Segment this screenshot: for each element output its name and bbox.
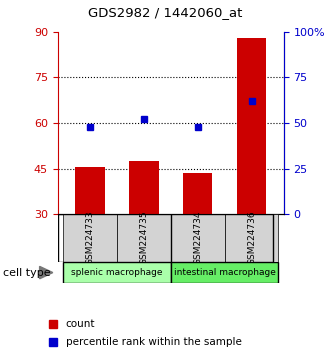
Polygon shape <box>40 266 53 279</box>
Text: splenic macrophage: splenic macrophage <box>71 268 163 277</box>
Text: GDS2982 / 1442060_at: GDS2982 / 1442060_at <box>88 6 242 19</box>
Text: percentile rank within the sample: percentile rank within the sample <box>65 337 241 347</box>
Bar <box>183 173 213 214</box>
Text: intestinal macrophage: intestinal macrophage <box>174 268 276 277</box>
Bar <box>63 214 117 262</box>
Text: GSM224735: GSM224735 <box>139 211 148 266</box>
Bar <box>171 214 225 262</box>
Bar <box>171 262 279 283</box>
Text: GSM224736: GSM224736 <box>247 211 256 266</box>
Text: GSM224733: GSM224733 <box>85 211 94 266</box>
Bar <box>117 214 171 262</box>
Text: cell type: cell type <box>3 268 51 278</box>
Text: GSM224734: GSM224734 <box>193 211 202 265</box>
Bar <box>63 262 171 283</box>
Bar <box>225 214 279 262</box>
Text: count: count <box>65 319 95 329</box>
Bar <box>129 161 159 214</box>
Bar <box>75 167 105 214</box>
Bar <box>237 38 266 214</box>
